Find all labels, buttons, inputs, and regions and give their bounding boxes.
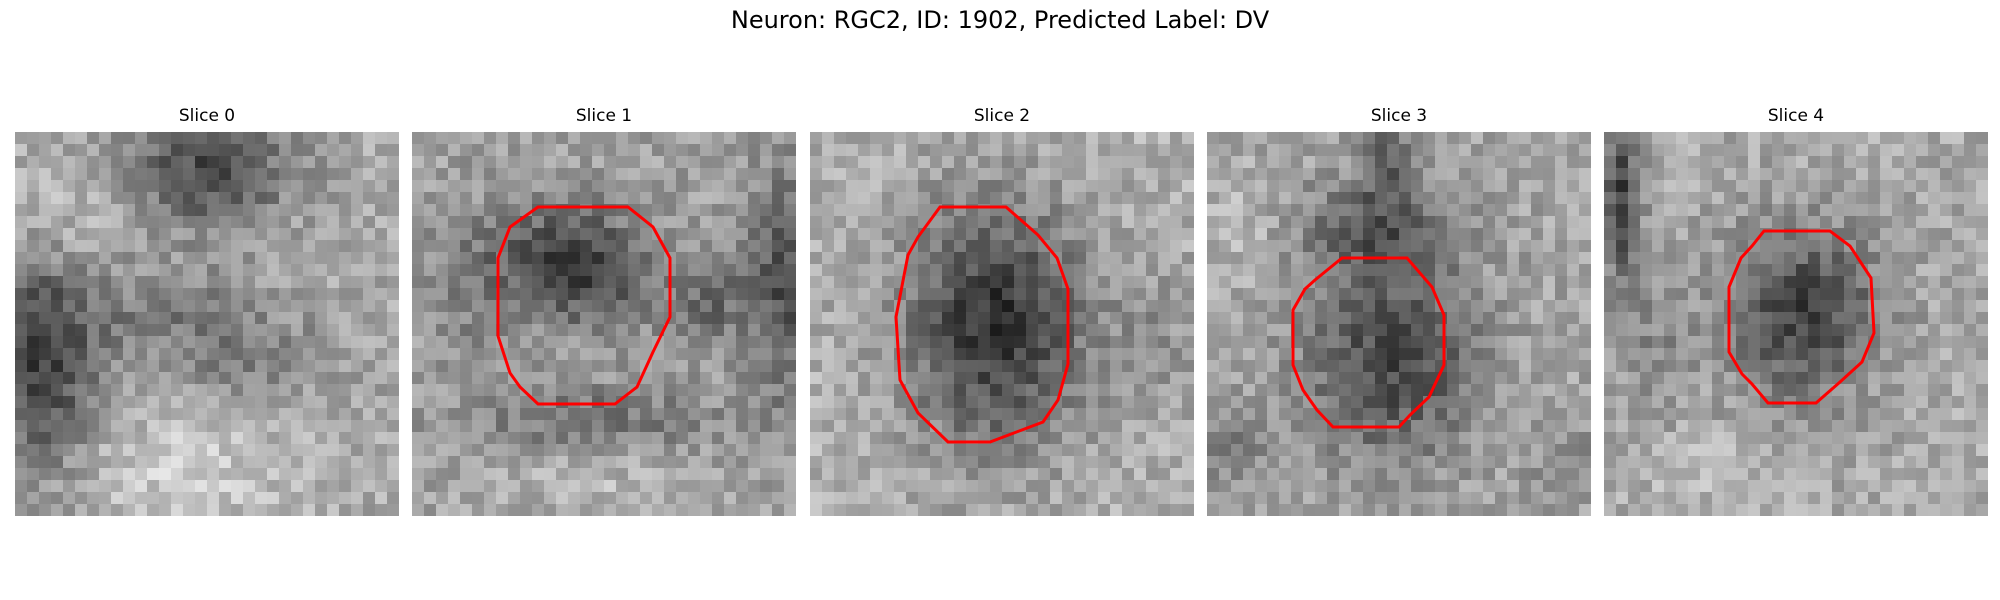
figure-title: Neuron: RGC2, ID: 1902, Predicted Label:…: [730, 6, 1270, 34]
grayscale-pixel-grid: [810, 132, 1194, 516]
grayscale-pixel-grid: [1604, 132, 1988, 516]
slice-title: Slice 0: [178, 106, 236, 126]
cell-outline: [894, 205, 1070, 444]
slice-image-4: [1604, 132, 1988, 516]
slice-title: Slice 2: [973, 106, 1031, 126]
cell-outline: [496, 205, 672, 406]
grayscale-pixel-grid: [15, 132, 399, 516]
slice-image-3: [1207, 132, 1591, 516]
cell-outline: [1291, 256, 1446, 429]
slice-image-1: [412, 132, 796, 516]
slice-title: Slice 4: [1767, 106, 1825, 126]
slice-title: Slice 3: [1370, 106, 1428, 126]
cell-outline: [1727, 229, 1876, 405]
slice-image-2: [810, 132, 1194, 516]
slice-title: Slice 1: [575, 106, 633, 126]
slice-image-0: [15, 132, 399, 516]
grayscale-pixel-grid: [1207, 132, 1591, 516]
grayscale-pixel-grid: [412, 132, 796, 516]
